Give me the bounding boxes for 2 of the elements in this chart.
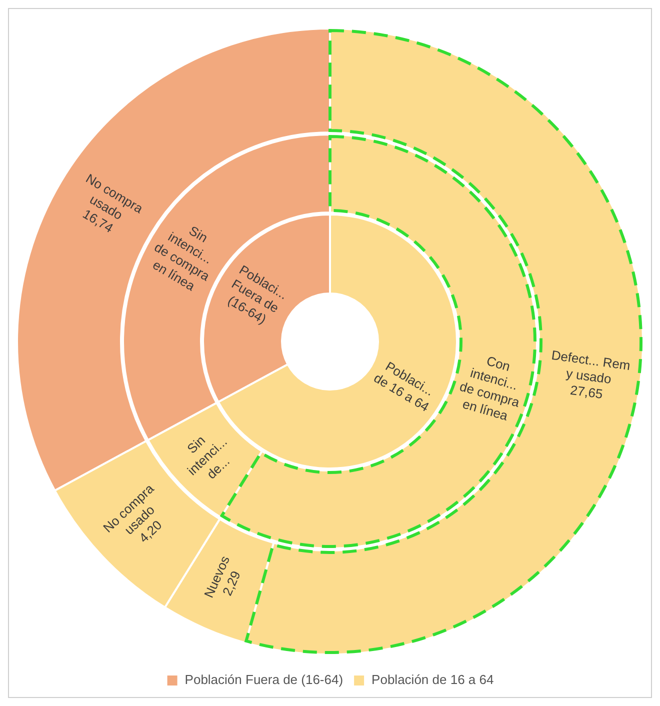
legend-label: Población de 16 a 64: [372, 672, 494, 688]
legend-label: Población Fuera de (16-64): [184, 672, 344, 688]
